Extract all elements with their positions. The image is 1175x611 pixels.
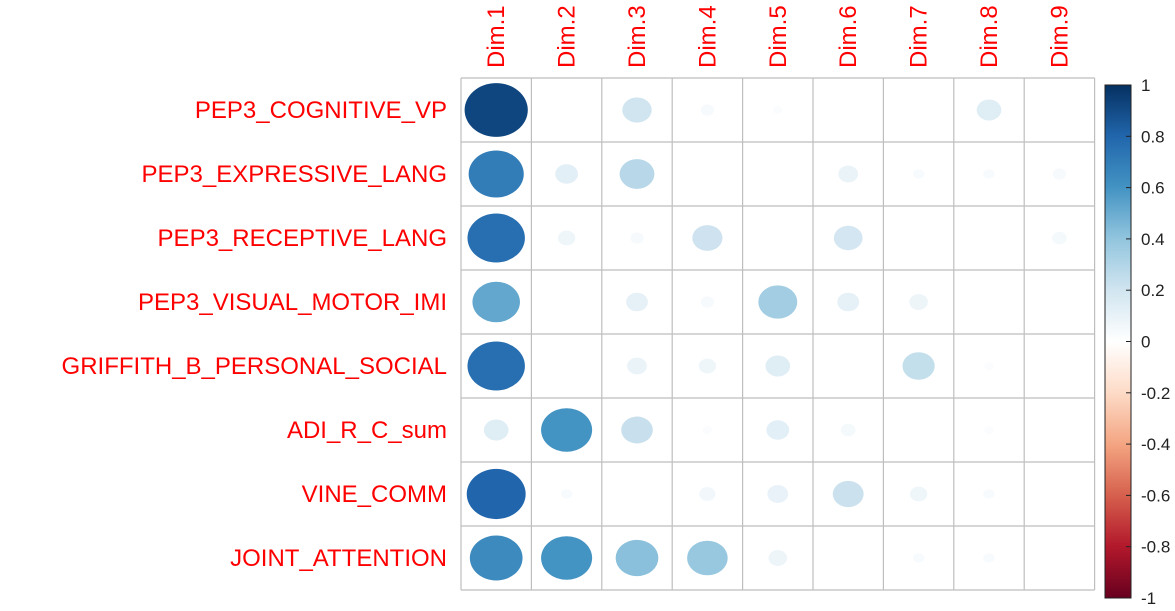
correlation-circle <box>832 480 864 508</box>
row-label: GRIFFITH_B_PERSONAL_SOCIAL <box>62 353 447 380</box>
correlation-circle <box>699 487 716 501</box>
correlation-circle <box>838 165 859 183</box>
column-label: Dim.2 <box>554 5 581 68</box>
grid <box>460 77 1096 591</box>
column-label: Dim.5 <box>765 5 792 68</box>
column-label: Dim.7 <box>906 5 933 68</box>
correlation-circle <box>468 150 524 198</box>
correlation-circle <box>483 419 509 441</box>
correlation-circle <box>773 106 783 114</box>
correlation-circle <box>1052 231 1067 245</box>
colorbar-tick-label: -0.4 <box>1141 435 1170 454</box>
correlation-circle <box>464 83 528 137</box>
colorbar-tick-label: 0.2 <box>1141 281 1165 300</box>
column-label: Dim.6 <box>835 5 862 68</box>
correlation-circle <box>976 99 1002 121</box>
correlation-circle <box>687 540 728 576</box>
row-label: PEP3_EXPRESSIVE_LANG <box>142 161 447 188</box>
correlation-circle <box>467 213 525 263</box>
colorbar-tick-label: 0.8 <box>1141 127 1165 146</box>
row-label: JOINT_ATTENTION <box>230 545 447 572</box>
column-label: Dim.8 <box>976 5 1003 68</box>
row-label: VINE_COMM <box>302 481 447 508</box>
correlation-circle <box>541 408 593 452</box>
correlation-circle <box>626 292 648 312</box>
row-label: PEP3_RECEPTIVE_LANG <box>158 225 447 252</box>
correlation-circle <box>768 550 788 566</box>
correlation-circle <box>983 553 995 563</box>
correlation-circle <box>983 169 995 179</box>
correlation-circle <box>622 97 652 123</box>
correlation-circle <box>984 426 994 434</box>
colorbar-tick-label: 0.6 <box>1141 179 1165 198</box>
correlation-circle <box>758 285 798 319</box>
correlation-circle <box>765 355 791 377</box>
colorbar-tick-label: -1 <box>1141 589 1156 608</box>
correlation-circle <box>912 169 925 179</box>
correlation-circle <box>909 486 928 502</box>
correlation-circle <box>541 536 593 580</box>
correlation-circle <box>472 281 520 323</box>
correlation-circle <box>983 489 995 499</box>
correlation-circle <box>909 294 928 310</box>
correlation-circle <box>702 426 713 434</box>
column-label: Dim.9 <box>1046 5 1073 68</box>
colorbar-tick-label: -0.6 <box>1141 486 1170 505</box>
correlation-circle <box>619 159 655 189</box>
correlation-circle <box>466 468 526 520</box>
column-label: Dim.4 <box>694 5 721 68</box>
correlation-circle <box>560 489 573 499</box>
column-label: Dim.3 <box>624 5 651 68</box>
correlation-circle <box>692 225 723 251</box>
correlation-circle <box>767 485 789 503</box>
column-labels: Dim.1 Dim.2 Dim.3 Dim.4 Dim.5 Dim.6 Dim.7 Dim.8… <box>483 5 1073 68</box>
colorbar-ticks: 1 0.8 0.6 0.4 0.2 0 -0.2 -0.4 -0.6 -0.8 -1 <box>1126 76 1170 608</box>
correlation-circle <box>555 164 579 184</box>
correlation-circle <box>840 423 856 437</box>
correlation-circle <box>557 230 576 246</box>
row-labels: PEP3_COGNITIVE_VP PEP3_EXPRESSIVE_LANG PEP… <box>62 97 447 572</box>
correlation-circle <box>469 535 523 581</box>
colorbar-tick-label: 0 <box>1141 333 1150 352</box>
row-label: PEP3_VISUAL_MOTOR_IMI <box>138 289 447 316</box>
correlation-circle <box>698 358 717 374</box>
colorbar-tick-label: 0.4 <box>1141 230 1165 249</box>
correlation-circle <box>902 352 935 380</box>
correlation-circle <box>833 225 863 251</box>
correlation-circle <box>984 362 994 370</box>
correlation-circle <box>837 292 860 312</box>
correlation-circle <box>621 416 653 444</box>
colorbar-tick-label: 1 <box>1141 76 1150 95</box>
row-label: PEP3_COGNITIVE_VP <box>195 97 447 124</box>
correlation-circle <box>700 296 714 308</box>
row-label: ADI_R_C_sum <box>287 417 447 444</box>
correlation-circle <box>615 539 659 577</box>
colorbar-tick-label: -0.8 <box>1141 538 1170 557</box>
correlation-circle <box>766 420 790 440</box>
correlation-circle <box>467 341 525 391</box>
correlation-circle <box>912 553 925 563</box>
correlation-circle <box>1052 168 1066 180</box>
correlation-circles <box>464 83 1067 581</box>
column-label: Dim.1 <box>483 5 510 68</box>
correlation-circle <box>630 232 644 244</box>
correlation-circle <box>627 357 647 375</box>
colorbar-tick-label: -0.2 <box>1141 384 1170 403</box>
correlation-circle <box>700 104 714 116</box>
